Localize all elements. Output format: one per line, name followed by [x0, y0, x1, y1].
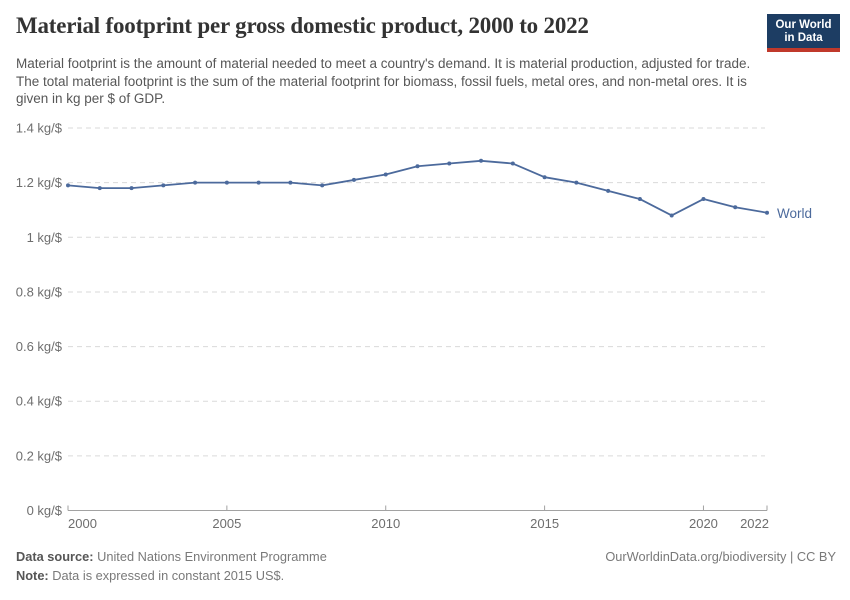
- data-point: [351, 177, 356, 182]
- data-point: [383, 172, 388, 177]
- data-point: [320, 183, 325, 188]
- x-tick-label: 2000: [68, 516, 97, 531]
- data-point: [479, 158, 484, 163]
- data-point: [161, 183, 166, 188]
- data-point: [669, 213, 674, 218]
- owid-logo[interactable]: Our World in Data: [767, 14, 840, 52]
- y-tick-label: 0.8 kg/$: [16, 284, 63, 299]
- y-tick-label: 0 kg/$: [27, 503, 63, 518]
- footer-datasource-value: United Nations Environment Programme: [97, 549, 327, 564]
- world-line: [67, 159, 768, 217]
- y-tick-label: 1 kg/$: [27, 230, 63, 245]
- data-point: [288, 180, 293, 185]
- data-point: [66, 183, 70, 188]
- data-point: [193, 180, 198, 185]
- x-tick-label: 2005: [212, 516, 241, 531]
- data-point: [637, 197, 642, 202]
- y-tick-label: 0.2 kg/$: [16, 448, 63, 463]
- data-point: [224, 180, 229, 185]
- data-point: [447, 161, 452, 166]
- data-point: [129, 186, 134, 191]
- x-tick-label: 2020: [689, 516, 718, 531]
- y-tick-label: 1.4 kg/$: [16, 121, 63, 136]
- x-tick-label: 2022: [740, 516, 769, 531]
- series-label-world: World: [777, 206, 813, 221]
- data-point: [606, 188, 611, 193]
- footer-link[interactable]: OurWorldinData.org/biodiversity | CC BY: [605, 549, 836, 564]
- footer-note: Note: Data is expressed in constant 2015…: [16, 568, 284, 583]
- x-tick-label: 2010: [371, 516, 400, 531]
- data-point: [733, 205, 738, 210]
- data-point: [415, 164, 420, 169]
- footer-datasource-label: Data source:: [16, 549, 94, 564]
- data-point: [97, 186, 102, 191]
- data-point: [765, 210, 769, 215]
- data-point: [574, 180, 579, 185]
- owid-logo-line1: Our World: [775, 19, 832, 31]
- data-point: [542, 175, 547, 180]
- y-tick-label: 1.2 kg/$: [16, 175, 63, 190]
- page-title: Material footprint per gross domestic pr…: [16, 13, 589, 38]
- footer-note-label: Note:: [16, 568, 49, 583]
- y-tick-label: 0.4 kg/$: [16, 394, 63, 409]
- data-point: [256, 180, 261, 185]
- footer-datasource: Data source: United Nations Environment …: [16, 549, 327, 564]
- data-point: [701, 197, 706, 202]
- x-tick-label: 2015: [530, 516, 559, 531]
- chart-subtitle: Material footprint is the amount of mate…: [16, 56, 751, 106]
- y-tick-label: 0.6 kg/$: [16, 339, 63, 354]
- footer-note-value: Data is expressed in constant 2015 US$.: [52, 568, 285, 583]
- owid-logo-line2: in Data: [784, 31, 823, 44]
- data-point: [510, 161, 515, 166]
